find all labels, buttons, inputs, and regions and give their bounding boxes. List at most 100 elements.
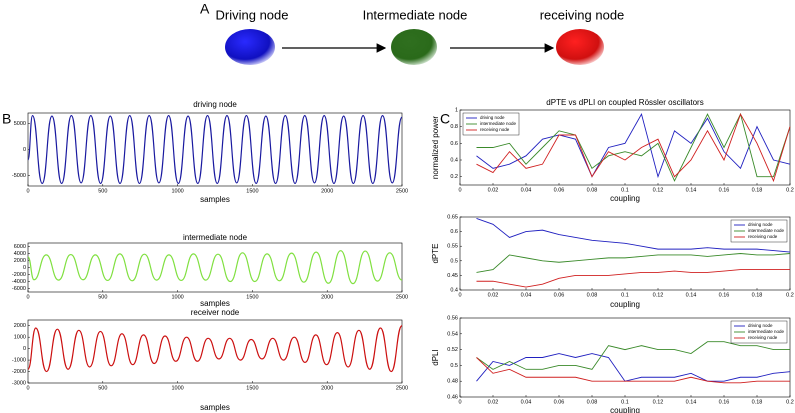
x-tick-label: 0.18 bbox=[752, 292, 763, 298]
x-tick-label: 0.06 bbox=[554, 399, 565, 405]
y-tick-label: 6000 bbox=[14, 244, 26, 250]
x-tick-label: 2500 bbox=[396, 294, 408, 300]
y-tick-label: 0 bbox=[23, 346, 26, 352]
x-tick-label: 0.12 bbox=[653, 187, 664, 193]
x-tick-label: 0.08 bbox=[587, 187, 598, 193]
plot-area bbox=[27, 319, 403, 384]
x-tick-label: 500 bbox=[98, 294, 107, 300]
x-tick-label: 0.14 bbox=[686, 292, 697, 298]
node-label: receiving node bbox=[540, 7, 625, 22]
data-line bbox=[27, 325, 403, 373]
y-tick-label: -2000 bbox=[12, 272, 26, 278]
legend-label: intermediate node bbox=[748, 228, 785, 233]
legend-label: receiving node bbox=[748, 335, 778, 340]
x-tick-label: 0 bbox=[458, 292, 461, 298]
x-tick-label: 0 bbox=[26, 294, 29, 300]
data-line bbox=[476, 269, 790, 288]
x-tick-label: 2000 bbox=[321, 188, 333, 194]
x-axis-label: coupling bbox=[610, 300, 640, 309]
node bbox=[225, 29, 275, 65]
data-line bbox=[27, 115, 403, 184]
y-axis-label: normalized power bbox=[431, 116, 440, 179]
panel-label: A bbox=[200, 1, 210, 17]
x-axis-label: samples bbox=[200, 403, 230, 412]
plot-area bbox=[27, 242, 403, 293]
y-tick-label: 0.8 bbox=[450, 124, 458, 130]
x-tick-label: 0 bbox=[458, 187, 461, 193]
x-tick-label: 2000 bbox=[321, 385, 333, 391]
data-line bbox=[476, 341, 790, 370]
y-tick-label: 0.45 bbox=[447, 273, 458, 279]
x-tick-label: 0 bbox=[458, 399, 461, 405]
chart-title: intermediate node bbox=[183, 233, 248, 242]
data-line bbox=[476, 353, 791, 382]
x-tick-label: 1000 bbox=[171, 294, 183, 300]
y-tick-label: 0.52 bbox=[447, 347, 458, 353]
x-tick-label: 0.1 bbox=[621, 187, 629, 193]
legend-label: driving node bbox=[748, 323, 773, 328]
x-tick-label: 0.06 bbox=[554, 292, 565, 298]
y-tick-label: 0.4 bbox=[450, 287, 458, 293]
x-tick-label: 1000 bbox=[171, 385, 183, 391]
legend-label: intermediate node bbox=[748, 329, 785, 334]
y-tick-label: 5000 bbox=[14, 121, 26, 127]
data-line bbox=[27, 250, 403, 285]
legend-label: receiving node bbox=[748, 234, 778, 239]
x-tick-label: 0.2 bbox=[786, 187, 794, 193]
y-axis-label: dPLI bbox=[431, 349, 440, 365]
x-axis-label: coupling bbox=[610, 406, 640, 413]
node-label: Intermediate node bbox=[363, 7, 468, 22]
x-tick-label: 0.16 bbox=[719, 187, 730, 193]
y-tick-label: 1 bbox=[455, 107, 458, 113]
x-tick-label: 0.08 bbox=[587, 399, 598, 405]
y-tick-label: 0.5 bbox=[450, 258, 458, 264]
panel-label: C bbox=[440, 111, 450, 127]
x-tick-label: 0.1 bbox=[621, 292, 629, 298]
data-line bbox=[476, 357, 790, 384]
x-tick-label: 1500 bbox=[246, 188, 258, 194]
x-tick-label: 0 bbox=[26, 385, 29, 391]
y-axis-label: dPTE bbox=[431, 243, 440, 263]
y-tick-label: 1000 bbox=[14, 335, 26, 341]
y-tick-label: 2000 bbox=[14, 258, 26, 264]
y-tick-label: 0.48 bbox=[447, 379, 458, 385]
x-tick-label: 0.04 bbox=[521, 187, 532, 193]
x-tick-label: 0.08 bbox=[587, 292, 598, 298]
legend-box bbox=[730, 320, 788, 344]
x-tick-label: 0.16 bbox=[719, 292, 730, 298]
y-tick-label: 0.4 bbox=[450, 157, 458, 163]
legend-label: driving node bbox=[748, 222, 773, 227]
y-tick-label: 2000 bbox=[14, 323, 26, 329]
x-tick-label: 0.14 bbox=[686, 187, 697, 193]
y-tick-label: 4000 bbox=[14, 251, 26, 257]
node bbox=[556, 29, 604, 65]
panel-label: B bbox=[2, 111, 11, 127]
data-line bbox=[476, 253, 791, 273]
x-tick-label: 500 bbox=[98, 188, 107, 194]
x-tick-label: 1000 bbox=[171, 188, 183, 194]
figure-title: dPTE vs dPLI on coupled Rössler oscillat… bbox=[546, 98, 703, 107]
x-tick-label: 0.2 bbox=[786, 399, 794, 405]
x-tick-label: 0.12 bbox=[653, 399, 664, 405]
data-line bbox=[476, 218, 791, 253]
x-tick-label: 0.04 bbox=[521, 292, 532, 298]
x-tick-label: 2000 bbox=[321, 294, 333, 300]
x-tick-label: 0.02 bbox=[488, 399, 499, 405]
y-tick-label: -4000 bbox=[12, 279, 26, 285]
y-tick-label: 0 bbox=[23, 147, 26, 153]
legend-label: driving node bbox=[480, 115, 505, 120]
y-tick-label: 0.2 bbox=[450, 174, 458, 180]
x-tick-label: 0.14 bbox=[686, 399, 697, 405]
x-tick-label: 0 bbox=[26, 188, 29, 194]
node-label: Driving node bbox=[216, 7, 289, 22]
y-tick-label: -5000 bbox=[12, 173, 26, 179]
y-tick-label: 0.6 bbox=[450, 229, 458, 235]
x-tick-label: 0.2 bbox=[786, 292, 794, 298]
chart-title: receiver node bbox=[191, 308, 240, 317]
y-tick-label: -3000 bbox=[12, 380, 26, 386]
x-axis-label: samples bbox=[200, 299, 230, 308]
y-tick-label: 0.55 bbox=[447, 244, 458, 250]
y-tick-label: 0.56 bbox=[447, 315, 458, 321]
x-tick-label: 1500 bbox=[246, 385, 258, 391]
